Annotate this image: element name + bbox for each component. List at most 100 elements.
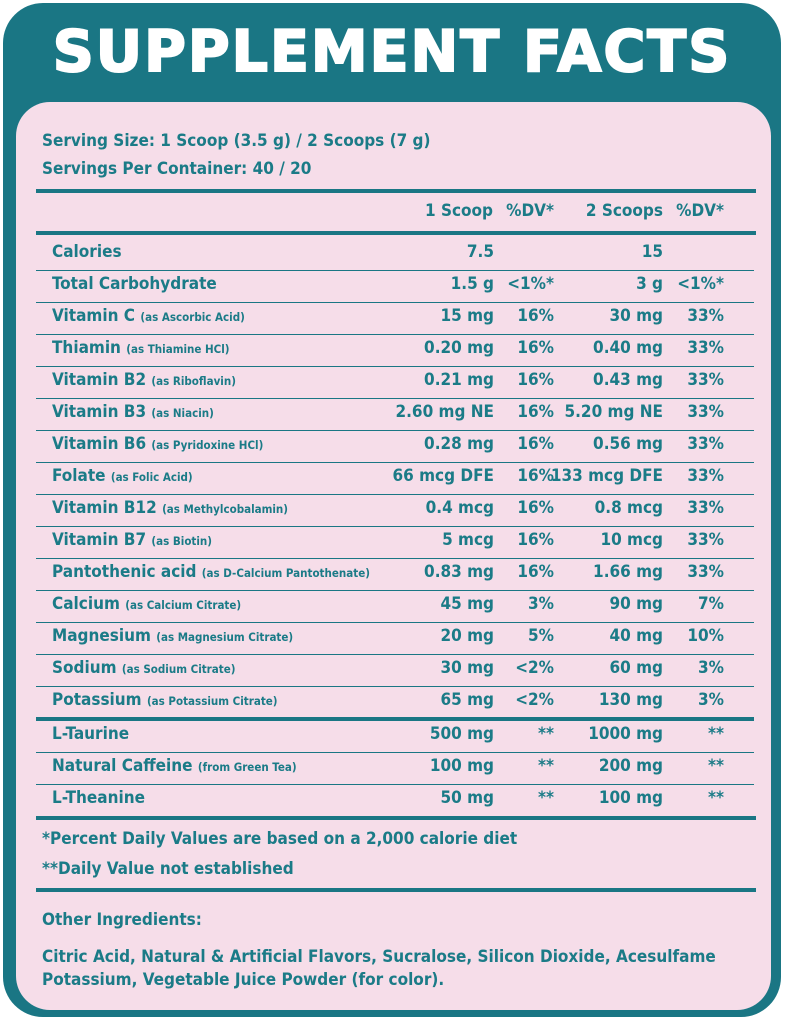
nutrient-name: Potassium (as Potassium Citrate) xyxy=(52,690,278,710)
nutrient-label: Vitamin B12 xyxy=(52,498,157,518)
dv-1-scoop: 16% xyxy=(517,402,554,422)
row-divider xyxy=(36,269,754,271)
amount-2-scoops: 0.40 mg xyxy=(593,338,663,358)
dv-2-scoops: 7% xyxy=(698,594,724,614)
nutrient-source: (from Green Tea) xyxy=(197,760,297,774)
nutrient-label: Potassium xyxy=(52,690,142,710)
row-divider xyxy=(36,429,754,431)
nutrient-label: L-Taurine xyxy=(52,724,130,744)
amount-2-scoops: 133 mcg DFE xyxy=(550,466,663,486)
amount-1-scoop: 0.20 mg xyxy=(424,338,494,358)
row-divider xyxy=(36,493,754,495)
divider-bottom xyxy=(36,816,756,820)
nutrient-source: (as Riboflavin) xyxy=(151,374,236,388)
amount-1-scoop: 0.83 mg xyxy=(424,562,494,582)
nutrient-label: Calories xyxy=(52,242,122,262)
amount-1-scoop: 100 mg xyxy=(429,756,494,776)
dv-2-scoops: ** xyxy=(708,724,724,744)
nutrient-label: Vitamin B2 xyxy=(52,370,147,390)
amount-1-scoop: 1.5 g xyxy=(450,274,494,294)
col-header-1-scoop: 1 Scoop xyxy=(424,201,493,221)
nutrient-label: Vitamin B7 xyxy=(52,530,147,550)
nutrient-label: Pantothenic acid xyxy=(52,562,197,582)
dv-2-scoops: 3% xyxy=(698,690,724,710)
amount-1-scoop: 7.5 xyxy=(466,242,494,262)
amount-2-scoops: 130 mg xyxy=(598,690,663,710)
amount-2-scoops: 0.8 mcg xyxy=(594,498,663,518)
amount-2-scoops: 100 mg xyxy=(598,788,663,808)
table-row: Thiamin (as Thiamine HCl) 0.20 mg 16% 0.40 … xyxy=(36,334,754,367)
amount-1-scoop: 500 mg xyxy=(429,724,494,744)
nutrient-source: (as Magnesium Citrate) xyxy=(156,630,294,644)
amount-1-scoop: 20 mg xyxy=(440,626,495,646)
other-ingredients-line-1: Citric Acid, Natural & Artificial Flavor… xyxy=(42,947,716,967)
nutrient-label: Thiamin xyxy=(52,338,121,358)
amount-1-scoop: 0.4 mcg xyxy=(425,498,494,518)
divider-header xyxy=(36,231,756,235)
divider-ingredients xyxy=(36,888,756,892)
dv-2-scoops: 33% xyxy=(687,498,724,518)
row-divider xyxy=(36,685,754,687)
dv-1-scoop: 16% xyxy=(517,434,554,454)
dv-1-scoop: ** xyxy=(538,724,554,744)
nutrient-name: L-Taurine xyxy=(52,724,129,744)
amount-2-scoops: 1.66 mg xyxy=(593,562,663,582)
servings-per-container: Servings Per Container: 40 / 20 xyxy=(42,159,312,179)
amount-2-scoops: 200 mg xyxy=(598,756,663,776)
dv-2-scoops: 33% xyxy=(687,530,724,550)
row-divider xyxy=(36,621,754,623)
table-row: Vitamin C (as Ascorbic Acid) 15 mg 16% 30 m… xyxy=(36,302,754,335)
nutrient-name: Vitamin B3 (as Niacin) xyxy=(52,402,214,422)
nutrient-source: (as Methylcobalamin) xyxy=(162,502,289,516)
dv-1-scoop: <2% xyxy=(515,690,554,710)
label-title: SUPPLEMENT FACTS xyxy=(52,18,732,86)
nutrient-label: L-Theanine xyxy=(52,788,146,808)
dv-1-scoop: 3% xyxy=(528,594,554,614)
other-ingredients-line-2: Potassium, Vegetable Juice Powder (for c… xyxy=(42,970,445,990)
dv-2-scoops: ** xyxy=(708,756,724,776)
table-row: Vitamin B12 (as Methylcobalamin) 0.4 mcg 1… xyxy=(36,494,754,527)
amount-1-scoop: 15 mg xyxy=(440,306,495,326)
amount-2-scoops: 1000 mg xyxy=(588,724,663,744)
nutrient-label: Folate xyxy=(52,466,106,486)
row-divider xyxy=(36,783,754,785)
table-row: Vitamin B7 (as Biotin) 5 mcg 16% 10 mcg 33% xyxy=(36,526,754,559)
dv-2-scoops: 33% xyxy=(687,466,724,486)
row-divider xyxy=(36,653,754,655)
table-row: Calcium (as Calcium Citrate) 45 mg 3% 90 mg… xyxy=(36,590,754,623)
amount-2-scoops: 0.56 mg xyxy=(593,434,663,454)
facts-panel xyxy=(16,102,771,1010)
nutrient-source: (as D-Calcium Pantothenate) xyxy=(201,566,370,580)
amount-2-scoops: 3 g xyxy=(636,274,663,294)
nutrient-label: Natural Caffeine xyxy=(52,756,193,776)
nutrient-label: Sodium xyxy=(52,658,117,678)
nutrient-name: Magnesium (as Magnesium Citrate) xyxy=(52,626,293,646)
amount-1-scoop: 45 mg xyxy=(440,594,495,614)
nutrient-source: (as Niacin) xyxy=(151,406,214,420)
amount-1-scoop: 2.60 mg NE xyxy=(395,402,494,422)
dv-1-scoop: 16% xyxy=(517,466,554,486)
nutrient-source: (as Potassium Citrate) xyxy=(146,694,278,708)
table-row: Sodium (as Sodium Citrate) 30 mg <2% 60 mg 3… xyxy=(36,654,754,687)
amount-2-scoops: 5.20 mg NE xyxy=(564,402,663,422)
dv-1-scoop: ** xyxy=(538,788,554,808)
nutrient-name: Calories xyxy=(52,242,122,262)
dv-1-scoop: 16% xyxy=(517,498,554,518)
nutrient-name: Total Carbohydrate xyxy=(52,274,217,294)
nutrient-name: Vitamin B6 (as Pyridoxine HCl) xyxy=(52,434,263,454)
footnote-not-established: **Daily Value not established xyxy=(42,859,294,879)
amount-1-scoop: 5 mcg xyxy=(442,530,494,550)
nutrient-source: (as Pyridoxine HCl) xyxy=(151,438,264,452)
amount-1-scoop: 0.21 mg xyxy=(424,370,494,390)
dv-1-scoop: 16% xyxy=(517,530,554,550)
dv-2-scoops: 10% xyxy=(687,626,724,646)
dv-1-scoop: <1%* xyxy=(507,274,554,294)
nutrient-label: Total Carbohydrate xyxy=(52,274,217,294)
dv-2-scoops: 33% xyxy=(687,562,724,582)
amount-2-scoops: 90 mg xyxy=(609,594,664,614)
nutrient-name: Calcium (as Calcium Citrate) xyxy=(52,594,241,614)
col-header-dv-2: %DV* xyxy=(676,201,724,221)
dv-2-scoops: 33% xyxy=(687,370,724,390)
nutrient-source: (as Folic Acid) xyxy=(110,470,193,484)
table-row: Natural Caffeine (from Green Tea) 100 mg *… xyxy=(36,752,754,785)
